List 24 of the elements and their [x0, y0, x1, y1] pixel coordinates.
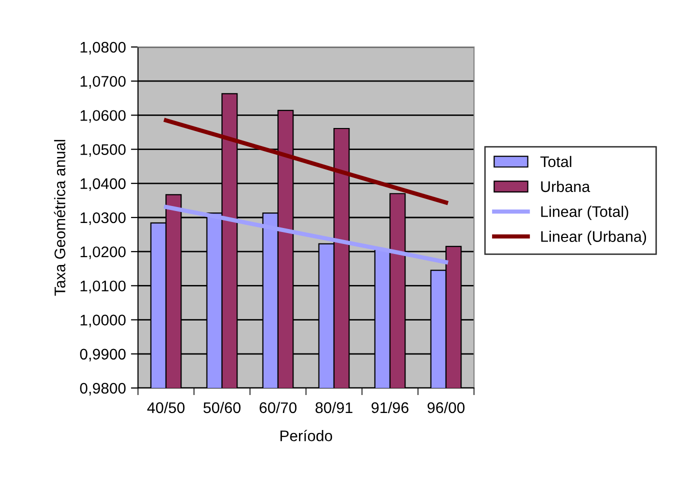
x-tick-label: 91/96	[372, 402, 408, 414]
x-tick-label: 40/50	[147, 402, 185, 414]
legend-label: Linear (Urbana)	[541, 230, 646, 245]
y-tick-label: 1,0600	[80, 110, 126, 123]
x-tick-label: 96/00	[428, 402, 465, 414]
line-series	[164, 118, 448, 205]
legend-label: Total	[540, 156, 572, 168]
x-tick-label: 80/91	[316, 402, 352, 414]
legend-label: Urbana	[541, 180, 590, 192]
x-tick-label: 50/60	[203, 402, 241, 414]
y-tick-label: 1,0300	[80, 212, 126, 225]
y-tick-label: 1,0100	[80, 280, 126, 294]
y-tick-label: 1,0500	[80, 144, 126, 157]
x-axis-title: Período	[280, 430, 332, 442]
y-tick-label: 0,9800	[80, 382, 126, 396]
y-tick-label: 1,0700	[80, 76, 126, 89]
y-axis-title: Taxa Geométrica anual	[54, 140, 66, 296]
y-tick-label: 0,9900	[80, 348, 126, 362]
y-tick-label: 1,0000	[80, 314, 126, 328]
y-tick-label: 1,0400	[80, 178, 126, 191]
x-tick-label: 60/70	[260, 402, 297, 414]
y-tick-label: 1,0800	[80, 42, 126, 54]
y-tick-label: 1,0200	[80, 246, 126, 260]
legend-label: Linear (Total)	[541, 206, 628, 220]
